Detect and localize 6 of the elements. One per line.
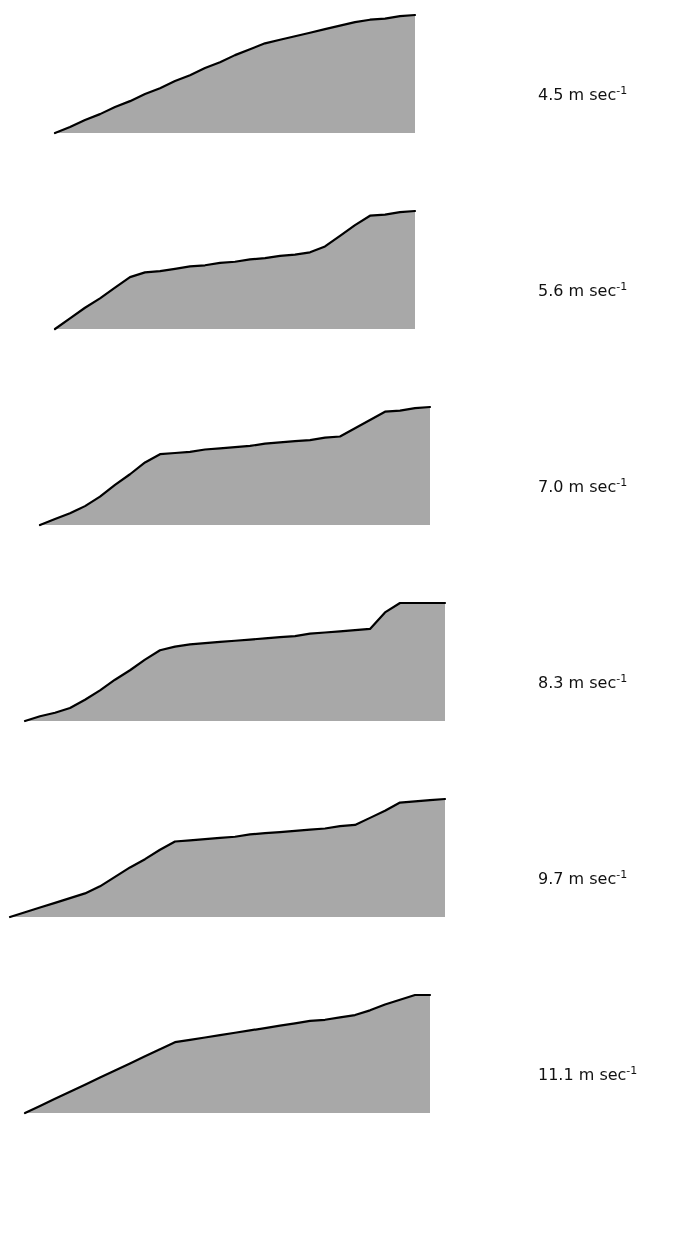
text: 4.5 m sec$^{-1}$	[538, 83, 628, 104]
text: 5.6 m sec$^{-1}$	[538, 279, 628, 300]
text: 9.7 m sec$^{-1}$	[538, 867, 628, 888]
text: 7.0 m sec$^{-1}$	[538, 475, 628, 496]
text: 8.3 m sec$^{-1}$	[538, 671, 628, 692]
text: 11.1 m sec$^{-1}$	[538, 1063, 638, 1084]
